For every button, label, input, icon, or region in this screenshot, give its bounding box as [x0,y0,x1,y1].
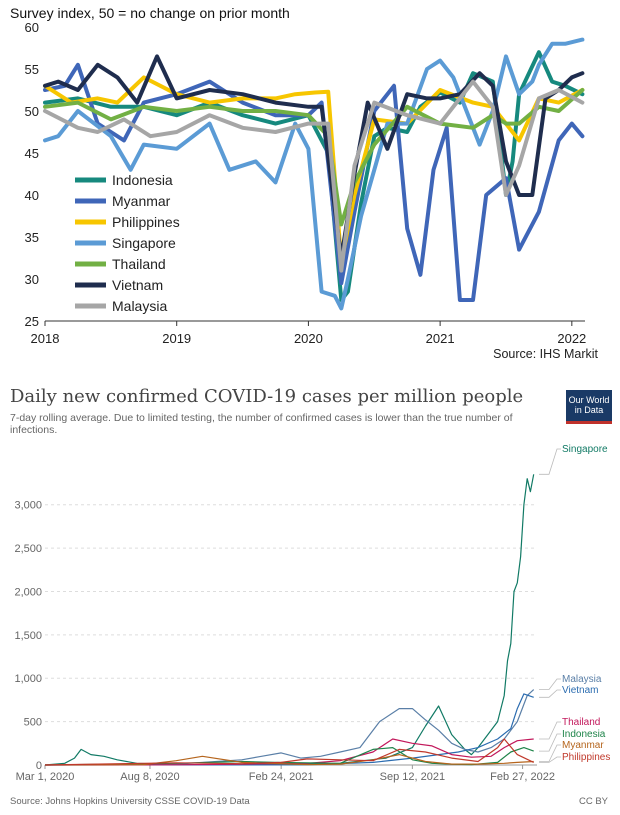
pmi-y-tick-label: 50 [25,104,39,119]
covid-series-vietnam [44,693,534,766]
pmi-legend-label: Vietnam [112,277,163,293]
pmi-legend-label: Malaysia [112,298,167,314]
covid-x-tick-label: Feb 24, 2021 [249,771,314,783]
pmi-legend-label: Indonesia [112,172,173,188]
covid-x-tick-label: Feb 27, 2022 [490,771,555,783]
covid-label-connector [539,733,561,752]
pmi-x-tick-label: 2018 [31,331,60,346]
pmi-y-tick-label: 30 [25,272,39,287]
covid-label-connector [539,678,561,690]
covid-label-connector [539,744,561,762]
pmi-x-tick-label: 2021 [426,331,455,346]
covid-series-label: Thailand [562,717,600,728]
covid-label-connector [539,448,561,475]
pmi-x-tick-label: 2020 [294,331,323,346]
covid-x-tick-label: Mar 1, 2020 [16,771,75,783]
covid-series-indonesia [44,747,534,766]
owid-logo-line-1: Our World [568,395,610,405]
covid-x-tick-label: Aug 8, 2020 [120,771,179,783]
pmi-legend-label: Myanmar [112,193,171,209]
pmi-y-tick-label: 45 [25,146,39,161]
pmi-y-tick-label: 40 [25,188,39,203]
pmi-y-tick-label: 25 [25,314,39,329]
covid-x-tick-label: Sep 12, 2021 [380,771,445,783]
pmi-series-singapore [43,37,585,311]
covid-series-myanmar [44,754,534,766]
pmi-y-tick-label: 60 [25,20,39,35]
pmi-legend-label: Philippines [112,214,180,230]
covid-series-singapore [44,474,535,766]
pmi-series-malaysia [43,79,585,273]
covid-series-label: Indonesia [562,729,606,740]
covid-series-label: Philippines [562,752,610,763]
covid-y-tick-label: 500 [24,717,42,729]
covid-series-thailand [44,738,534,766]
pmi-x-tick-label: 2019 [162,331,191,346]
covid-title: Daily new confirmed COVID-19 cases per m… [10,386,524,407]
pmi-series-philippines [43,75,585,265]
covid-series-label: Myanmar [562,740,604,751]
covid-license[interactable]: CC BY [578,796,608,807]
pmi-subtitle: Survey index, 50 = no change on prior mo… [10,5,290,21]
covid-y-tick-label: 1,500 [14,630,42,642]
covid-y-tick-label: 2,500 [14,543,42,555]
pmi-y-tick-label: 35 [25,230,39,245]
covid-series-philippines [44,738,534,766]
covid-label-connector [539,689,561,698]
pmi-series-myanmar [43,62,585,302]
covid-label-connector [539,756,561,763]
covid-chart-svg: 0 500 1,000 1,500 2,000 2,500 3,000 Mar 1, 2020… [14,444,610,783]
covid-series-malaysia [44,689,535,766]
pmi-chart-svg: 25 30 35 40 45 50 55 60 2018 2019 2020 2021 2022 Indo… [25,20,587,346]
covid-source[interactable]: Source: Johns Hopkins University CSSE CO… [10,796,250,807]
pmi-legend-label: Singapore [112,235,176,251]
covid-y-tick-label: 1,000 [14,673,42,685]
owid-logo-line-2: in Data [574,405,604,415]
covid-label-connector [539,721,561,740]
covid-y-tick-label: 3,000 [14,500,42,512]
covid-chart: Daily new confirmed COVID-19 cases per m… [0,380,620,815]
pmi-legend-label: Thailand [112,256,166,272]
covid-series-label: Malaysia [562,674,602,685]
covid-series-label: Vietnam [562,685,599,696]
covid-series-label: Singapore [562,444,608,455]
covid-y-tick-label: 2,000 [14,586,42,598]
pmi-source: Source: IHS Markit [493,347,598,361]
pmi-x-tick-label: 2022 [557,331,586,346]
pmi-y-tick-label: 55 [25,62,39,77]
pmi-chart: Survey index, 50 = no change on prior mo… [0,0,620,370]
covid-subtitle: 7-day rolling average. Due to limited te… [10,412,513,436]
covid-y-tick-label: 0 [36,760,42,772]
owid-logo[interactable]: Our World in Data [566,390,612,424]
